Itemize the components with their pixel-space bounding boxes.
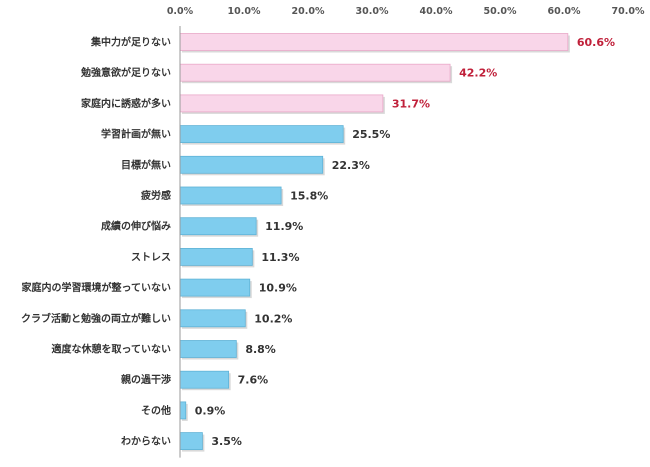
value-label: 3.5%	[211, 435, 242, 448]
value-label: 42.2%	[459, 67, 497, 80]
category-label: ストレス	[131, 251, 171, 263]
value-label: 11.9%	[265, 220, 303, 233]
x-axis-ticks: 0.0% 10.0% 20.0% 30.0% 40.0% 50.0% 60.0% 70.0%	[167, 6, 645, 17]
x-tick-label: 20.0%	[292, 6, 325, 17]
value-label: 31.7%	[392, 97, 430, 110]
value-label: 22.3%	[332, 159, 370, 172]
bar	[179, 309, 246, 328]
x-tick-label: 40.0%	[420, 6, 453, 17]
bar	[179, 125, 344, 143]
x-tick-label: 30.0%	[356, 6, 389, 17]
x-tick-label: 10.0%	[228, 6, 261, 17]
bar	[179, 33, 569, 51]
value-label: 10.2%	[254, 312, 292, 325]
x-tick-label: 60.0%	[548, 6, 581, 17]
value-label: 15.8%	[290, 190, 328, 203]
category-label: クラブ活動と勉強の両立が難しい	[21, 312, 171, 325]
value-label: 0.9%	[195, 404, 226, 417]
value-label: 7.6%	[238, 374, 269, 387]
category-label: 勉強意欲が足りない	[80, 66, 171, 79]
x-tick-label: 50.0%	[484, 6, 517, 17]
value-label: 25.5%	[352, 128, 390, 141]
value-label: 11.3%	[261, 251, 299, 264]
bar	[179, 340, 237, 358]
category-label: わからない	[121, 436, 171, 448]
bar	[179, 94, 384, 113]
bar	[179, 186, 282, 205]
x-tick-label: 70.0%	[612, 6, 645, 17]
category-label: その他	[141, 404, 171, 417]
value-label: 60.6%	[577, 36, 615, 49]
category-label: 家庭内の学習環境が整っていない	[22, 281, 172, 294]
value-label: 8.8%	[245, 343, 276, 356]
category-label: 家庭内に誘惑が多い	[81, 97, 171, 110]
category-label: 学習計画が無い	[101, 128, 171, 141]
category-label: 親の過干渉	[121, 373, 171, 386]
bar	[179, 401, 187, 420]
bar	[179, 155, 324, 174]
bar	[179, 370, 230, 389]
value-label: 10.9%	[259, 282, 297, 295]
bar	[179, 217, 257, 236]
bar	[179, 432, 203, 451]
x-tick-label: 0.0%	[167, 6, 194, 17]
bar	[179, 278, 251, 297]
category-label: 適度な休憩を取っていない	[52, 343, 172, 356]
category-label: 成績の伸び悩み	[101, 220, 171, 233]
category-label: 目標が無い	[121, 158, 171, 171]
bar	[179, 63, 451, 82]
category-label: 集中力が足りない	[90, 36, 171, 49]
category-label: 疲労感	[141, 189, 171, 202]
bar	[179, 247, 253, 266]
bars: 集中力が足りない 60.6% 勉強意欲が足りない 42.2% 家庭内に誘惑が多い 31.7…	[21, 33, 615, 452]
